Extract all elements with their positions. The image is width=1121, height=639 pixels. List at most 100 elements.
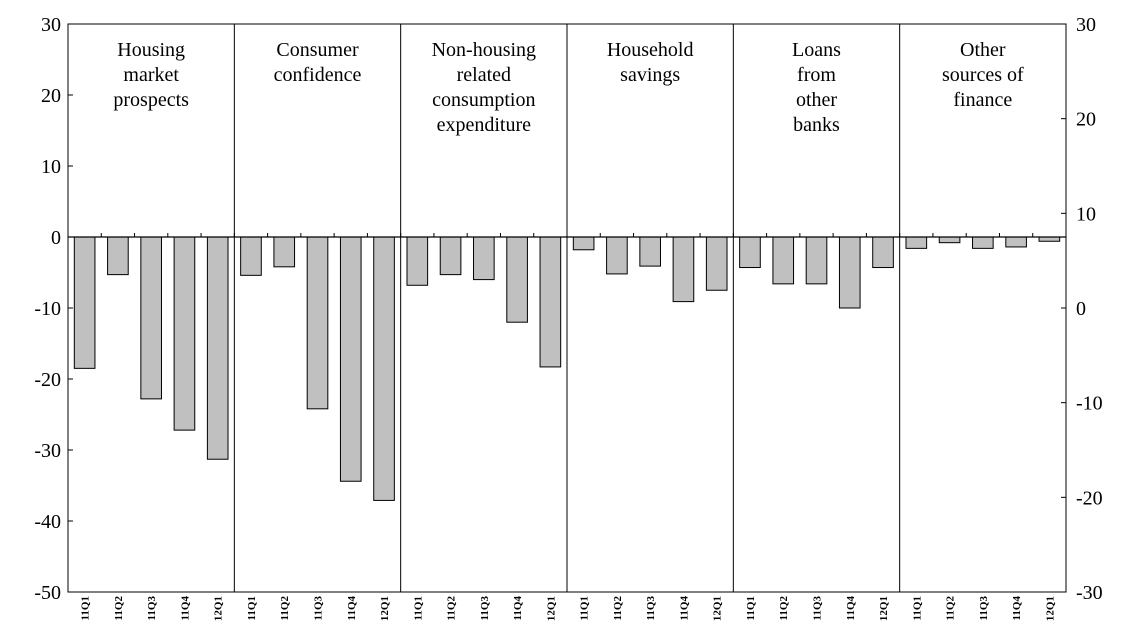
right-tick-label: -10 [1076, 393, 1103, 415]
category-label: 11Q2 [778, 596, 790, 621]
group-label-line: related [457, 64, 511, 86]
right-tick-label: -30 [1076, 582, 1103, 604]
category-label: 11Q4 [179, 596, 191, 621]
category-label: 11Q2 [279, 596, 291, 621]
bar [772, 236, 795, 285]
bar [606, 236, 628, 275]
group-label-line: consumption [432, 89, 535, 111]
bar [805, 236, 828, 285]
group-label-line: prospects [113, 89, 189, 111]
bar [705, 236, 728, 291]
category-label: 11Q4 [512, 596, 524, 621]
category-label: 11Q4 [1011, 596, 1023, 621]
group-label-line: other [796, 89, 837, 111]
bar [672, 236, 695, 303]
group-label-line: market [123, 64, 179, 86]
right-tick-label: -20 [1076, 487, 1103, 509]
category-label: 11Q1 [579, 596, 591, 620]
group-label: Household savings [607, 39, 694, 86]
group-label-line: finance [953, 89, 1012, 111]
group-labels: Housing market prospects Consumer confidence… [113, 39, 1024, 136]
category-label: 11Q1 [246, 596, 258, 620]
group-label-line: expenditure [437, 114, 532, 136]
left-axis: 30 20 10 0 -10 -20 -30 -40 -50 [34, 14, 73, 604]
group-label-line: banks [793, 114, 840, 136]
category-label: 11Q2 [446, 596, 458, 621]
bar [739, 236, 761, 269]
group-label-line: Household [607, 39, 694, 61]
left-tick-label: -40 [34, 511, 61, 533]
group-label-line: confidence [274, 64, 362, 86]
bar [1005, 236, 1027, 248]
group-label-line: Non-housing [432, 39, 536, 61]
left-tick-label: -10 [34, 298, 61, 320]
bar [1038, 236, 1061, 242]
x-axis-labels: 11Q1 11Q2 11Q3 11Q4 12Q1 11Q1 11Q2 11Q3 11Q4 12Q1… [80, 596, 1057, 622]
bar [838, 236, 861, 309]
right-axis: 30 20 10 0 -10 -20 -30 [1061, 14, 1103, 604]
category-label: 11Q2 [113, 596, 125, 621]
group-label-line: Loans [792, 39, 841, 61]
category-label: 11Q1 [412, 596, 424, 620]
category-label: 11Q3 [978, 596, 990, 621]
bar [173, 236, 196, 431]
group-label: Non-housing related consumption expenditure [432, 39, 536, 136]
category-label: 11Q3 [313, 596, 325, 621]
bar [73, 236, 96, 369]
bar [306, 236, 329, 410]
group-label: Consumer confidence [274, 39, 362, 86]
category-label: 11Q2 [612, 596, 624, 621]
category-label: 11Q2 [945, 596, 957, 621]
right-tick-label: 0 [1076, 298, 1086, 320]
right-tick-label: 20 [1076, 109, 1096, 131]
bar [872, 236, 894, 269]
left-tick-label: -50 [34, 582, 61, 604]
bar [539, 236, 562, 368]
bar [639, 236, 661, 267]
category-label: 12Q1 [213, 596, 225, 621]
category-label: 11Q3 [645, 596, 657, 621]
left-tick-label: -20 [34, 369, 61, 391]
category-label: 12Q1 [712, 596, 724, 621]
group-label-line: savings [620, 64, 680, 86]
group-label-line: Other [960, 39, 1006, 61]
bar [406, 236, 429, 286]
category-label: 11Q4 [346, 596, 358, 621]
bar [938, 236, 961, 244]
bar [473, 236, 495, 281]
group-label-line: from [797, 64, 836, 86]
group-label: Housing market prospects [113, 39, 189, 111]
bar [240, 236, 262, 276]
bar [339, 236, 362, 482]
category-label: 11Q1 [745, 596, 757, 620]
group-label-line: Consumer [276, 39, 359, 61]
category-label: 11Q3 [479, 596, 491, 621]
bar [905, 236, 928, 249]
bar [373, 236, 395, 501]
category-label: 11Q1 [911, 596, 923, 620]
category-label: 11Q3 [812, 596, 824, 621]
left-tick-label: 20 [41, 85, 61, 107]
bar [439, 236, 462, 276]
group-label: Other sources of finance [942, 39, 1024, 111]
bar [107, 236, 129, 276]
category-label: 11Q4 [845, 596, 857, 621]
group-label-line: Housing [117, 39, 185, 61]
category-label: 11Q1 [80, 596, 92, 620]
category-label: 12Q1 [1044, 596, 1056, 621]
bar [206, 236, 229, 460]
bar [972, 236, 994, 249]
bar [273, 236, 296, 268]
right-tick-label: 10 [1076, 203, 1096, 225]
left-tick-label: 10 [41, 156, 61, 178]
category-label: 12Q1 [545, 596, 557, 621]
category-label: 12Q1 [379, 596, 391, 621]
category-label: 12Q1 [878, 596, 890, 621]
left-tick-label: -30 [34, 440, 61, 462]
left-tick-label: 30 [41, 14, 61, 36]
group-label-line: sources of [942, 64, 1024, 86]
bar [572, 236, 595, 251]
left-tick-label: 0 [51, 227, 61, 249]
bar [140, 236, 162, 400]
